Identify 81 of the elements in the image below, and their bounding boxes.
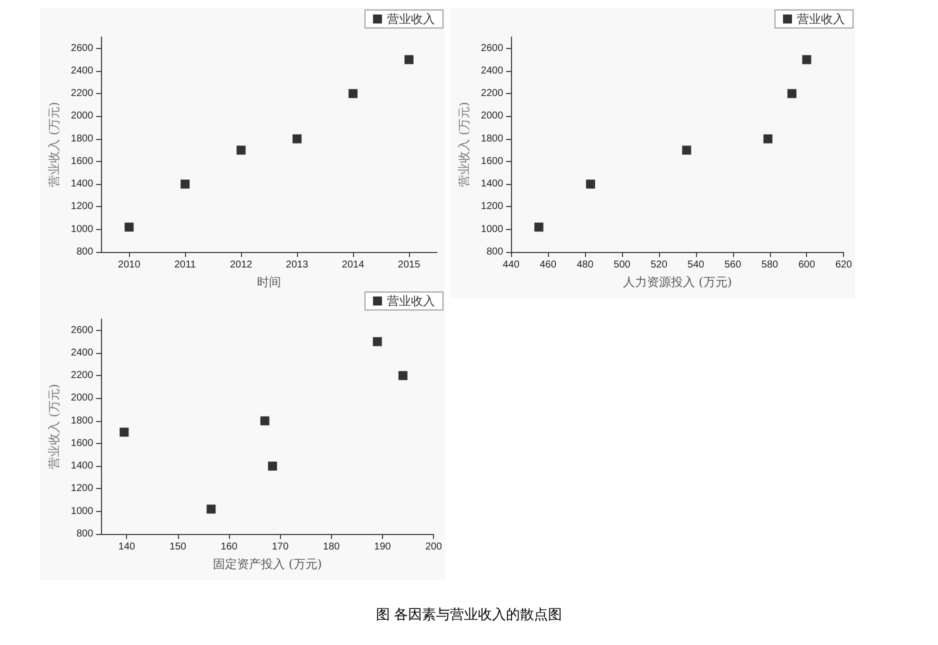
x-tick-label: 150 (170, 542, 187, 552)
legend-label: 营业收入 (797, 12, 845, 26)
y-tick-label: 1200 (70, 201, 94, 212)
y-tick-label: 800 (76, 528, 94, 540)
x-tick-label: 2012 (230, 260, 253, 270)
point (802, 55, 812, 64)
x-axis-title: 时间 (257, 275, 282, 289)
point (787, 89, 796, 98)
y-tick-label: 1400 (70, 460, 94, 472)
x-tick-label: 2011 (174, 260, 196, 270)
y-tick-label: 1800 (70, 133, 94, 144)
point (268, 462, 278, 471)
point (260, 416, 270, 426)
y-tick-label: 1800 (70, 415, 94, 426)
y-tick-label: 2400 (70, 347, 94, 358)
x-tick-label: 440 (502, 260, 520, 270)
point (348, 89, 358, 98)
x-tick-label: 480 (576, 260, 594, 270)
point (404, 55, 414, 64)
x-tick-label: 190 (374, 542, 392, 552)
x-tick-label: 140 (118, 542, 136, 552)
x-tick-label: 160 (220, 542, 238, 552)
legend-label: 营业收入 (387, 294, 435, 308)
x-tick-label: 580 (761, 260, 779, 270)
y-axis-title: 营业收入 (万元) (47, 102, 61, 188)
y-tick-label: 1000 (70, 224, 94, 235)
y-tick-label: 1600 (480, 156, 504, 167)
legend-label: 营业收入 (387, 12, 435, 26)
y-tick-label: 1400 (480, 178, 504, 190)
y-axis-title: 营业收入 (万元) (457, 102, 471, 188)
y-tick-label: 800 (486, 246, 504, 258)
y-tick-label: 2200 (480, 88, 504, 100)
point (180, 180, 190, 189)
x-tick-label: 200 (425, 542, 442, 552)
x-tick-label: 560 (724, 260, 742, 270)
y-axis-title: 营业收入 (万元) (47, 384, 61, 470)
y-tick-label: 1400 (70, 178, 94, 190)
point (292, 134, 302, 144)
x-tick-label: 2010 (118, 260, 141, 270)
y-tick-label: 2600 (480, 42, 504, 54)
point (534, 222, 544, 232)
x-tick-label: 180 (323, 542, 340, 552)
x-tick-label: 500 (614, 260, 631, 270)
y-tick-label: 2400 (480, 65, 504, 76)
x-axis-title: 人力资源投入 (万元) (622, 275, 732, 289)
y-tick-label: 2400 (70, 65, 94, 76)
point (372, 337, 382, 346)
point (206, 504, 216, 514)
x-tick-label: 2015 (398, 260, 421, 270)
point (682, 146, 692, 155)
y-tick-label: 1000 (70, 506, 94, 517)
y-tick-label: 800 (76, 246, 94, 258)
y-tick-label: 2000 (70, 392, 94, 404)
point (763, 134, 772, 144)
x-tick-label: 460 (540, 260, 557, 270)
y-tick-label: 1600 (70, 438, 94, 449)
y-tick-label: 2600 (70, 324, 94, 336)
x-tick-label: 2014 (342, 260, 365, 270)
y-tick-label: 1200 (480, 201, 504, 212)
y-tick-label: 2000 (70, 110, 94, 122)
point (586, 180, 596, 189)
x-tick-label: 170 (272, 542, 289, 552)
point (120, 428, 129, 437)
y-tick-label: 2200 (70, 88, 94, 100)
x-tick-label: 520 (650, 260, 668, 270)
text: 图 各因素与营业收入的散点图 (374, 606, 564, 624)
y-tick-label: 2000 (480, 110, 504, 122)
point (236, 146, 246, 155)
y-tick-label: 2200 (70, 370, 94, 382)
x-tick-label: 600 (798, 260, 816, 270)
point (124, 222, 134, 232)
x-axis-title: 固定资产投入 (万元) (212, 557, 322, 571)
x-tick-label: 540 (688, 260, 705, 270)
y-tick-label: 1600 (70, 156, 94, 167)
x-tick-label: 2013 (286, 260, 309, 270)
y-tick-label: 1800 (480, 133, 504, 144)
y-tick-label: 1000 (480, 224, 504, 235)
y-tick-label: 1200 (70, 483, 94, 494)
y-tick-label: 2600 (70, 42, 94, 54)
point (398, 371, 408, 380)
x-tick-label: 620 (835, 260, 852, 270)
